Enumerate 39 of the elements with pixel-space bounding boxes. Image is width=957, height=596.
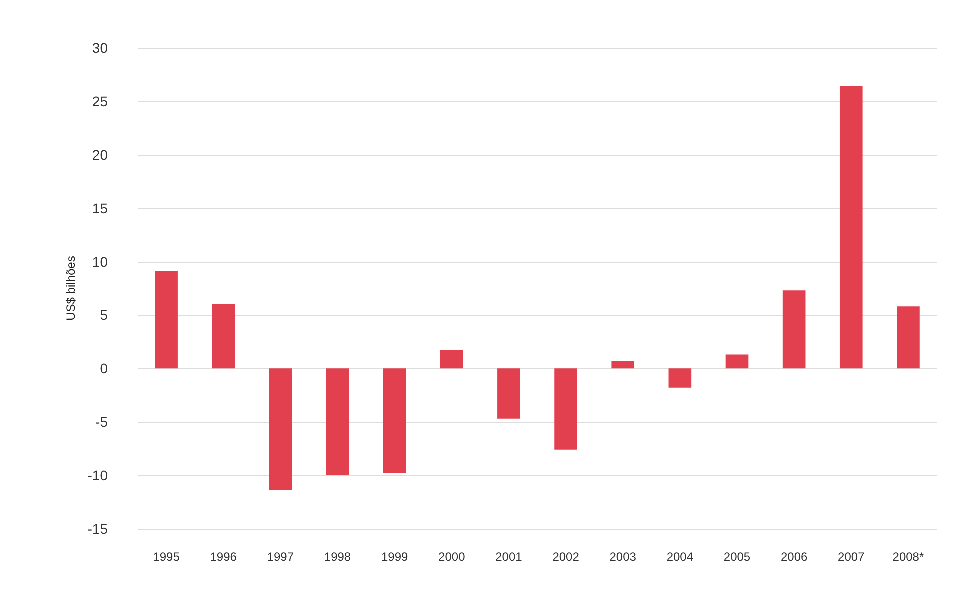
bar <box>840 86 863 369</box>
bar <box>612 361 635 369</box>
y-axis-title: US$ bilhões <box>64 256 78 321</box>
x-tick-label: 2005 <box>724 550 751 564</box>
bar <box>326 368 350 476</box>
y-tick-label: 20 <box>92 146 108 163</box>
x-tick-label: 2002 <box>552 550 580 564</box>
bar <box>440 350 464 369</box>
bar <box>383 368 406 474</box>
bar <box>554 368 578 450</box>
bar <box>668 368 692 388</box>
y-tick-label: -10 <box>88 468 108 484</box>
x-tick-label: 1995 <box>153 550 180 564</box>
x-tick-label: 2003 <box>610 550 637 564</box>
x-tick-label: 2007 <box>838 550 866 564</box>
y-tick-label: 25 <box>92 93 108 110</box>
x-tick-label: 1998 <box>324 550 352 564</box>
x-tick-label: 1997 <box>267 550 294 564</box>
y-tick-label: -5 <box>96 414 108 430</box>
x-tick-label: 2008* <box>892 550 924 564</box>
x-tick-label: 2004 <box>666 550 694 564</box>
bar <box>155 271 178 369</box>
x-tick-label: 2001 <box>496 550 523 564</box>
x-tick-label: 2000 <box>438 550 466 564</box>
bar <box>782 290 806 369</box>
bar <box>269 368 292 491</box>
x-tick-label: 1996 <box>210 550 238 564</box>
y-tick-label: 5 <box>100 307 108 324</box>
y-tick-label: 10 <box>92 254 108 270</box>
y-tick-label: 0 <box>100 360 108 377</box>
x-tick-label: 2006 <box>780 550 808 564</box>
bar <box>498 368 520 419</box>
bar <box>212 304 236 369</box>
y-tick-label: -15 <box>88 521 108 537</box>
x-tick-label: 1999 <box>381 550 408 564</box>
bar <box>726 354 749 369</box>
bar <box>897 306 920 369</box>
y-tick-label: 15 <box>92 200 108 216</box>
y-tick-label: 30 <box>92 40 108 56</box>
